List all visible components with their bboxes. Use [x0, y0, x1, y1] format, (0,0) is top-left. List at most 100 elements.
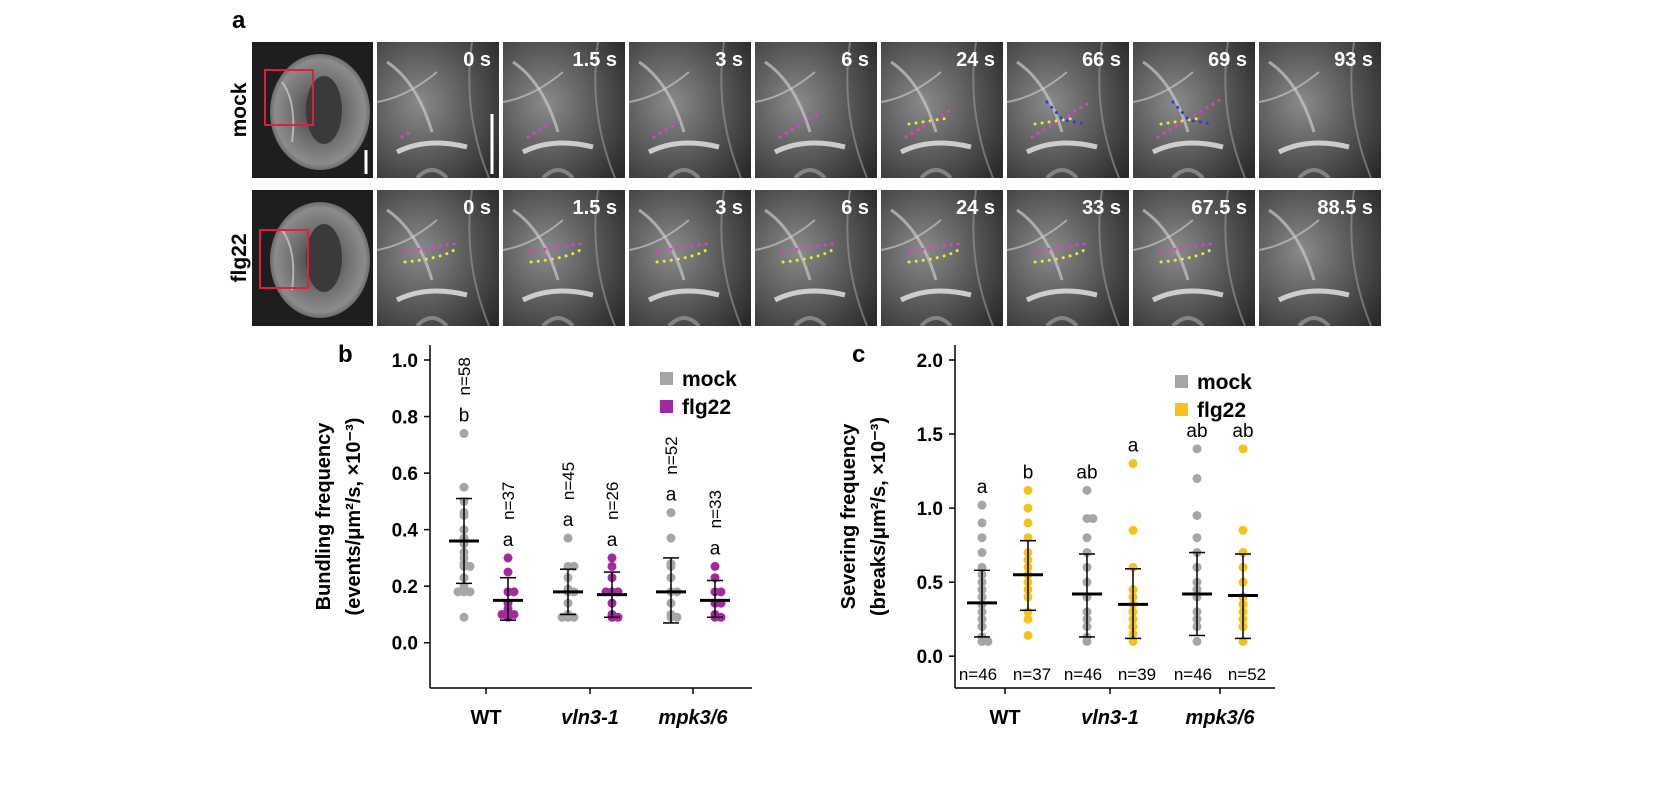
data-point: [1192, 636, 1202, 646]
time-label: 67.5 s: [1191, 197, 1247, 219]
data-point: [1082, 548, 1092, 558]
data-point: [1238, 444, 1248, 454]
time-label: 6 s: [841, 197, 869, 219]
filament-trace: [652, 118, 684, 139]
data-point: [1023, 485, 1033, 495]
data-point: [666, 508, 676, 518]
legend-label: mock: [682, 368, 737, 391]
data-point: [503, 553, 513, 563]
y-axis-title: (events/μm²/s, ×10⁻³): [343, 418, 365, 616]
y-tick-label: 0.6: [392, 464, 418, 485]
legend-label: mock: [1197, 371, 1252, 394]
n-label: n=45: [559, 462, 578, 500]
time-label: 0 s: [463, 49, 491, 71]
filament-trace: [907, 242, 961, 254]
filament-trace: [1159, 246, 1215, 264]
x-tick-label: mpk3/6: [659, 707, 729, 729]
data-point: [1238, 525, 1248, 535]
y-tick-label: 0.2: [392, 577, 418, 598]
time-label: 3 s: [715, 49, 743, 71]
legend-swatch: [660, 400, 673, 413]
n-label: n=52: [662, 436, 681, 474]
time-label: 24 s: [956, 49, 995, 71]
data-point: [1192, 511, 1202, 520]
data-point: [459, 429, 469, 439]
data-point: [509, 587, 519, 597]
filament-trace: [403, 246, 459, 264]
significance-letter: ab: [1186, 421, 1207, 442]
time-label: 93 s: [1334, 49, 1373, 71]
data-point: [1023, 630, 1033, 640]
significance-letter: ab: [1076, 462, 1097, 483]
x-tick-label: vln3-1: [1081, 707, 1139, 729]
y-axis-title: Severing frequency: [838, 423, 860, 610]
n-label: n=37: [499, 482, 518, 520]
filament-trace: [400, 129, 414, 139]
data-point: [1023, 503, 1033, 513]
filament-trace: [655, 242, 709, 254]
filament-trace: [781, 246, 837, 264]
panel-label: a: [232, 7, 246, 34]
data-point: [977, 533, 987, 543]
data-point: [977, 548, 987, 558]
y-axis-title: Bundling frequency: [313, 422, 335, 611]
filament-trace: [529, 242, 583, 254]
roi-box: [259, 229, 309, 289]
filament-trace: [529, 246, 585, 264]
significance-letter: a: [666, 485, 677, 506]
legend-label: flg22: [1197, 399, 1246, 422]
filament-trace: [1033, 246, 1089, 264]
data-point: [1192, 444, 1202, 454]
y-tick-label: 1.0: [392, 351, 418, 372]
overview-image: [252, 190, 373, 326]
data-point: [977, 518, 987, 528]
legend-label: flg22: [682, 396, 731, 419]
filament-trace: [403, 242, 457, 254]
data-point: [1082, 533, 1092, 543]
time-label: 1.5 s: [573, 197, 617, 219]
significance-letter: b: [459, 406, 470, 427]
significance-letter: a: [607, 530, 618, 551]
time-label: 6 s: [841, 49, 869, 71]
filament-trace: [781, 242, 835, 254]
data-point: [459, 612, 469, 622]
time-label: 66 s: [1082, 49, 1121, 71]
data-point: [607, 553, 617, 563]
data-point: [1128, 562, 1138, 572]
row-label: mock: [228, 82, 251, 137]
significance-letter: a: [1128, 436, 1139, 457]
data-point: [1238, 548, 1248, 558]
data-point: [666, 533, 676, 543]
significance-letter: a: [710, 538, 721, 559]
data-point: [716, 587, 726, 597]
x-tick-label: mpk3/6: [1186, 707, 1256, 729]
time-label: 33 s: [1082, 197, 1121, 219]
data-point: [1023, 614, 1033, 624]
legend-swatch: [660, 372, 673, 385]
filament-trace: [1033, 116, 1077, 126]
x-tick-label: WT: [470, 707, 501, 729]
x-tick-label: WT: [989, 707, 1020, 729]
y-tick-label: 0.8: [392, 408, 418, 429]
time-label: 3 s: [715, 197, 743, 219]
data-point: [1088, 513, 1098, 523]
y-tick-label: 1.0: [917, 499, 943, 520]
n-label: n=58: [455, 357, 474, 395]
panel-label: c: [852, 341, 865, 368]
n-label: n=46: [959, 665, 997, 684]
y-tick-label: 0.0: [392, 634, 418, 655]
time-label: 88.5 s: [1317, 197, 1373, 219]
y-tick-label: 0.0: [917, 647, 943, 668]
y-tick-label: 2.0: [917, 351, 943, 372]
row-label: flg22: [228, 233, 251, 282]
legend-swatch: [1175, 403, 1188, 416]
filament-trace: [907, 246, 963, 264]
significance-letter: ab: [1232, 421, 1253, 442]
data-point: [1128, 525, 1138, 535]
n-label: n=33: [706, 490, 725, 528]
filament-trace: [1033, 242, 1087, 254]
roi-box: [264, 69, 314, 126]
data-point: [459, 482, 469, 492]
